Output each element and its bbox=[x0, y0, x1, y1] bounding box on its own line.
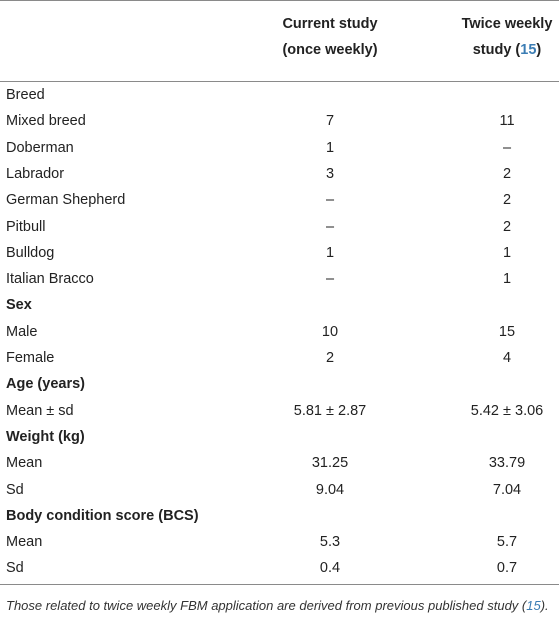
section-header-row: Weight (kg) bbox=[0, 424, 559, 450]
table-row: Male 10 15 bbox=[0, 319, 559, 345]
cell-twice-weekly-study: 15 bbox=[498, 323, 516, 340]
header-twice-weekly-close: ) bbox=[536, 42, 542, 58]
table-row: Sd 9.04 7.04 bbox=[0, 477, 559, 503]
row-label: Mean bbox=[6, 534, 43, 551]
table-row: Italian Bracco – 1 bbox=[0, 266, 559, 292]
row-label: Age (years) bbox=[6, 376, 85, 393]
cell-current-study: 31.25 bbox=[311, 455, 349, 472]
header-twice-weekly-text: study ( bbox=[472, 42, 521, 58]
table-row: Female 2 4 bbox=[0, 345, 559, 371]
cell-twice-weekly-study: 1 bbox=[502, 244, 512, 261]
header-twice-weekly-line1: Twice weekly bbox=[461, 16, 553, 32]
section-header-row: Age (years) bbox=[0, 371, 559, 397]
row-label: Labrador bbox=[6, 165, 65, 182]
table-row: Pitbull – 2 bbox=[0, 214, 559, 240]
cell-twice-weekly-study: 1 bbox=[502, 271, 512, 288]
cell-current-study: 1 bbox=[325, 139, 335, 156]
cell-current-study: 7 bbox=[325, 113, 335, 130]
section-header-row: Sex bbox=[0, 292, 559, 318]
table-row: Mean 5.3 5.7 bbox=[0, 529, 559, 555]
row-label: Mean bbox=[6, 455, 43, 472]
cell-twice-weekly-study bbox=[435, 82, 559, 108]
cell-twice-weekly-study bbox=[435, 424, 559, 450]
cell-twice-weekly-study: 2 bbox=[502, 165, 512, 182]
row-label: Male bbox=[6, 323, 38, 340]
table-row: German Shepherd – 2 bbox=[0, 187, 559, 213]
cell-current-study: 0.4 bbox=[319, 560, 341, 577]
cell-twice-weekly-study: – bbox=[502, 139, 512, 156]
header-rule bbox=[0, 81, 559, 82]
table-row: Sd 0.4 0.7 bbox=[0, 555, 559, 581]
cell-current-study bbox=[255, 424, 405, 450]
cell-twice-weekly-study: 2 bbox=[502, 218, 512, 235]
cell-current-study: – bbox=[325, 218, 335, 235]
table-row: Mixed breed 7 11 bbox=[0, 108, 559, 134]
bottom-rule bbox=[0, 584, 559, 585]
row-label: Sd bbox=[6, 560, 24, 577]
header-current-study-line1: Current study bbox=[282, 16, 378, 32]
cell-twice-weekly-study bbox=[435, 292, 559, 318]
row-label: Mean ± sd bbox=[6, 402, 74, 419]
top-rule bbox=[0, 0, 559, 1]
table-row: Breed bbox=[0, 82, 559, 108]
table-row: Mean ± sd 5.81 ± 2.87 5.42 ± 3.06 bbox=[0, 398, 559, 424]
cell-current-study: – bbox=[325, 192, 335, 209]
cell-twice-weekly-study: 33.79 bbox=[488, 455, 526, 472]
footnote-text: Those related to twice weekly FBM applic… bbox=[6, 598, 527, 613]
cell-current-study bbox=[255, 371, 405, 397]
row-label: German Shepherd bbox=[6, 192, 126, 209]
row-label: Sex bbox=[6, 297, 32, 314]
cell-current-study bbox=[255, 82, 405, 108]
cell-twice-weekly-study: 4 bbox=[502, 350, 512, 366]
footnote-reference-link[interactable]: 15 bbox=[526, 598, 541, 613]
cell-twice-weekly-study: 5.42 ± 3.06 bbox=[470, 402, 544, 419]
cell-current-study: 2 bbox=[325, 350, 335, 366]
row-label: Female bbox=[6, 350, 55, 366]
table-row: Labrador 3 2 bbox=[0, 161, 559, 187]
row-label: Breed bbox=[6, 87, 45, 103]
table-row: Mean 31.25 33.79 bbox=[0, 450, 559, 476]
row-label: Body condition score (BCS) bbox=[6, 507, 199, 524]
cell-twice-weekly-study: 2 bbox=[502, 192, 512, 209]
cell-twice-weekly-study: 11 bbox=[499, 113, 515, 130]
row-label: Doberman bbox=[6, 139, 74, 156]
footnote-text-end: ). bbox=[540, 598, 549, 613]
header-twice-weekly-line2: study (15) bbox=[435, 37, 559, 63]
cell-current-study bbox=[255, 292, 405, 318]
row-label: Mixed breed bbox=[6, 113, 86, 130]
cell-current-study: 5.81 ± 2.87 bbox=[293, 402, 367, 419]
cell-current-study: 1 bbox=[325, 244, 335, 261]
row-label: Italian Bracco bbox=[6, 271, 94, 288]
row-label: Bulldog bbox=[6, 244, 55, 261]
header-current-study-line2: (once weekly) bbox=[282, 42, 378, 58]
cell-twice-weekly-study: 7.04 bbox=[492, 481, 522, 498]
cell-twice-weekly-study: 0.7 bbox=[496, 560, 518, 577]
cell-current-study: 3 bbox=[325, 165, 335, 182]
cell-current-study: 9.04 bbox=[315, 481, 345, 498]
row-label: Sd bbox=[6, 481, 24, 498]
section-header-row: Body condition score (BCS) bbox=[0, 503, 559, 529]
cell-current-study: – bbox=[325, 271, 335, 288]
cell-current-study: 5.3 bbox=[319, 534, 341, 551]
cell-twice-weekly-study: 5.7 bbox=[496, 534, 518, 551]
table-footnote: Those related to twice weekly FBM applic… bbox=[6, 596, 552, 616]
table-row: Doberman 1 – bbox=[0, 135, 559, 161]
cell-twice-weekly-study bbox=[435, 371, 559, 397]
table-row: Bulldog 1 1 bbox=[0, 240, 559, 266]
row-label: Pitbull bbox=[6, 218, 46, 235]
cell-twice-weekly-study bbox=[435, 503, 559, 529]
cell-current-study: 10 bbox=[321, 323, 339, 340]
cell-current-study bbox=[255, 503, 405, 529]
header-reference-link[interactable]: 15 bbox=[520, 42, 537, 58]
row-label: Weight (kg) bbox=[6, 428, 85, 445]
